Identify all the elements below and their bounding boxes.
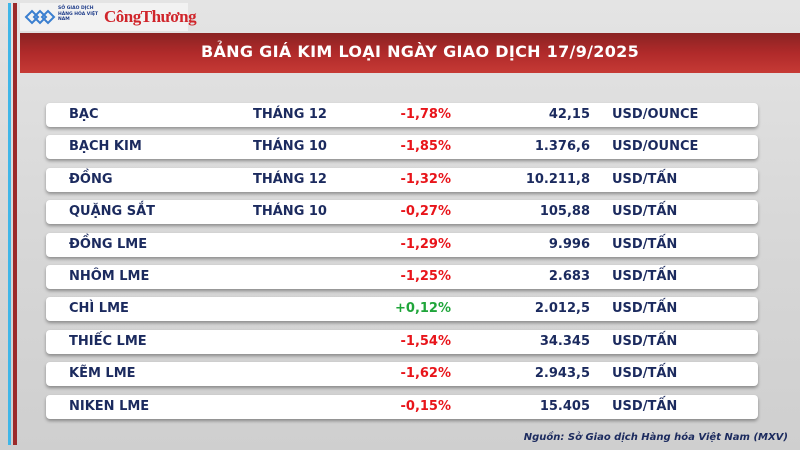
change-percent: +0,12%: [395, 301, 451, 317]
metal-name: BẠC: [69, 107, 99, 122]
unit: USD/TẤN: [612, 398, 678, 414]
unit: USD/TẤN: [612, 301, 678, 317]
price: 10.211,8: [525, 171, 590, 187]
source-note: Nguồn: Sở Giao dịch Hàng hóa Việt Nam (M…: [523, 432, 788, 443]
contract-month: THÁNG 10: [253, 139, 327, 155]
price: 9.996: [548, 236, 590, 252]
change-percent: -1,78%: [400, 107, 452, 122]
change-percent: -0,27%: [400, 204, 452, 220]
metal-name: KẼM LME: [69, 366, 136, 382]
change-percent: -1,54%: [400, 333, 452, 349]
unit: USD/TẤN: [612, 171, 678, 187]
table-row: BẠC THÁNG 12 -1,78% 42,15 USD/OUNCE: [46, 103, 758, 127]
mxv-logo-icon: [24, 9, 56, 25]
change-percent: -1,25%: [400, 269, 452, 284]
table-row: NHÔM LME -1,25% 2.683 USD/TẤN: [46, 265, 758, 289]
contract-month: THÁNG 12: [253, 171, 327, 187]
unit: USD/OUNCE: [612, 139, 699, 155]
metal-name: QUẶNG SẮT: [69, 204, 156, 220]
page-title: BẢNG GIÁ KIM LOẠI NGÀY GIAO DỊCH 17/9/20…: [200, 42, 639, 61]
price: 105,88: [539, 204, 590, 220]
table-row: THIẾC LME -1,54% 34.345 USD/TẤN: [46, 329, 758, 354]
logo-brand: CôngThương: [104, 7, 197, 26]
price: 2.943,5: [534, 366, 590, 382]
unit: USD/TẤN: [612, 269, 678, 284]
metal-name: ĐỒNG LME: [69, 236, 148, 252]
unit: USD/OUNCE: [612, 107, 699, 122]
metal-name: NIKEN LME: [69, 398, 150, 414]
logo-org-text: SỞ GIAO DỊCH HÀNG HÓA VIỆT NAM: [58, 6, 99, 22]
table-row: NIKEN LME -0,15% 15.405 USD/TẤN: [46, 394, 758, 419]
unit: USD/TẤN: [612, 333, 678, 349]
table-row: KẼM LME -1,62% 2.943,5 USD/TẤN: [46, 362, 758, 387]
title-banner: BẢNG GIÁ KIM LOẠI NGÀY GIAO DỊCH 17/9/20…: [20, 33, 800, 73]
metal-name: THIẾC LME: [69, 333, 147, 349]
price: 15.405: [539, 398, 590, 414]
contract-month: THÁNG 10: [253, 204, 327, 220]
metal-name: ĐỒNG: [69, 171, 113, 187]
price: 42,15: [548, 107, 590, 122]
unit: USD/TẤN: [612, 366, 678, 382]
change-percent: -0,15%: [400, 398, 452, 414]
metal-name: NHÔM LME: [69, 269, 150, 284]
change-percent: -1,32%: [400, 171, 452, 187]
table-row: CHÌ LME +0,12% 2.012,5 USD/TẤN: [46, 297, 758, 322]
price: 1.376,6: [534, 139, 590, 155]
price: 2.683: [548, 269, 590, 284]
logo: SỞ GIAO DỊCH HÀNG HÓA VIỆT NAM CôngThươn…: [20, 3, 197, 31]
unit: USD/TẤN: [612, 236, 678, 252]
decorative-bars: [8, 3, 20, 445]
contract-month: THÁNG 12: [253, 107, 327, 122]
table-row: BẠCH KIM THÁNG 10 -1,85% 1.376,6 USD/OUN…: [46, 135, 758, 160]
change-percent: -1,62%: [400, 366, 452, 382]
change-percent: -1,85%: [400, 139, 452, 155]
unit: USD/TẤN: [612, 204, 678, 220]
table-row: ĐỒNG THÁNG 12 -1,32% 10.211,8 USD/TẤN: [46, 167, 758, 192]
price: 34.345: [539, 333, 590, 349]
change-percent: -1,29%: [400, 236, 452, 252]
table-row: QUẶNG SẮT THÁNG 10 -0,27% 105,88 USD/TẤN: [46, 200, 758, 225]
table-row: ĐỒNG LME -1,29% 9.996 USD/TẤN: [46, 232, 758, 257]
price: 2.012,5: [534, 301, 590, 317]
metal-name: CHÌ LME: [69, 301, 129, 317]
metal-name: BẠCH KIM: [69, 139, 142, 155]
